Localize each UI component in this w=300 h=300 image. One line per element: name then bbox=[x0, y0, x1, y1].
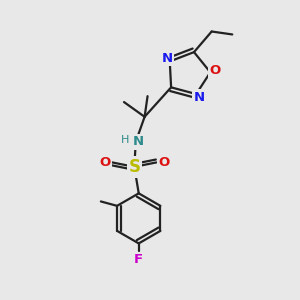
Text: N: N bbox=[161, 52, 172, 65]
Text: O: O bbox=[158, 156, 169, 169]
Text: N: N bbox=[194, 91, 205, 103]
Text: O: O bbox=[209, 64, 220, 77]
Text: O: O bbox=[99, 156, 110, 169]
Text: F: F bbox=[134, 253, 143, 266]
Text: N: N bbox=[133, 135, 144, 148]
Text: H: H bbox=[121, 135, 130, 145]
Text: S: S bbox=[128, 158, 140, 176]
